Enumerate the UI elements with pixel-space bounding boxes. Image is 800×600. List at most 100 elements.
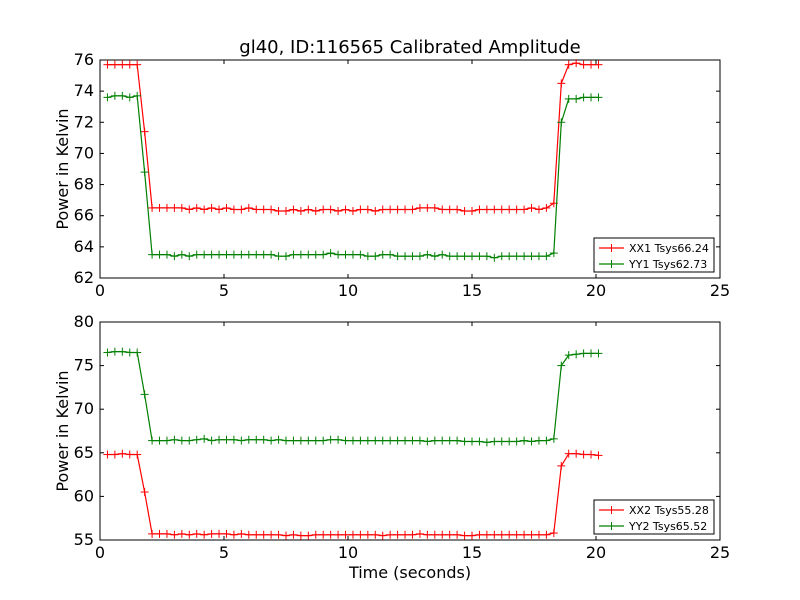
data-point bbox=[192, 435, 201, 444]
data-point bbox=[170, 203, 179, 212]
data-point bbox=[289, 250, 298, 259]
y-tick-label: 75 bbox=[74, 356, 94, 375]
data-point bbox=[542, 436, 551, 445]
data-point bbox=[423, 530, 432, 539]
data-point bbox=[542, 203, 551, 212]
data-point bbox=[207, 250, 216, 259]
data-point bbox=[103, 93, 112, 102]
data-point bbox=[170, 435, 179, 444]
data-point bbox=[587, 93, 596, 102]
data-point bbox=[252, 435, 261, 444]
data-point bbox=[274, 207, 283, 216]
data-point bbox=[594, 93, 603, 102]
data-point bbox=[341, 436, 350, 445]
data-point bbox=[348, 250, 357, 259]
data-point bbox=[557, 79, 566, 88]
x-tick-label: 0 bbox=[95, 281, 105, 300]
data-point bbox=[408, 252, 417, 261]
x-tick-label: 0 bbox=[95, 543, 105, 562]
data-point bbox=[564, 449, 573, 458]
data-point bbox=[274, 435, 283, 444]
data-point bbox=[319, 205, 328, 214]
data-point bbox=[140, 390, 149, 399]
data-point bbox=[579, 450, 588, 459]
data-point bbox=[460, 207, 469, 216]
data-point bbox=[125, 450, 134, 459]
data-point bbox=[430, 203, 439, 212]
data-point bbox=[572, 449, 581, 458]
data-point bbox=[311, 436, 320, 445]
data-point bbox=[282, 252, 290, 261]
data-point bbox=[415, 529, 424, 538]
data-point bbox=[334, 435, 343, 444]
data-point bbox=[512, 205, 521, 214]
legend-label: XX2 Tsys55.28 bbox=[629, 504, 709, 517]
data-point bbox=[259, 205, 268, 214]
data-point bbox=[244, 435, 253, 444]
x-tick-label: 25 bbox=[710, 543, 730, 562]
data-point bbox=[468, 531, 476, 540]
data-point bbox=[162, 436, 171, 445]
y-tick-label: 70 bbox=[74, 143, 94, 162]
data-point bbox=[378, 531, 387, 540]
data-point bbox=[430, 530, 439, 539]
data-point bbox=[356, 436, 365, 445]
data-point bbox=[311, 530, 320, 539]
data-point bbox=[341, 250, 350, 259]
data-point bbox=[572, 350, 581, 359]
data-point bbox=[110, 60, 119, 69]
data-point bbox=[207, 529, 216, 538]
data-point bbox=[393, 436, 402, 445]
data-point bbox=[110, 91, 119, 100]
data-point bbox=[564, 60, 573, 69]
data-point bbox=[282, 436, 290, 445]
data-point bbox=[542, 530, 551, 539]
y-tick-label: 65 bbox=[74, 443, 94, 462]
data-point bbox=[207, 203, 216, 212]
data-point bbox=[185, 252, 194, 261]
legend-label: YY1 Tsys62.73 bbox=[628, 258, 707, 271]
data-point bbox=[438, 250, 447, 259]
data-point bbox=[282, 207, 290, 216]
x-tick-label: 20 bbox=[586, 543, 606, 562]
data-point bbox=[244, 530, 253, 539]
x-tick-label: 10 bbox=[338, 281, 358, 300]
data-point bbox=[289, 530, 298, 539]
data-point bbox=[505, 530, 514, 539]
data-point bbox=[520, 205, 529, 214]
x-tick-label: 25 bbox=[710, 281, 730, 300]
data-point bbox=[497, 205, 506, 214]
data-point bbox=[482, 530, 491, 539]
y-tick-label: 66 bbox=[74, 206, 94, 225]
data-point bbox=[549, 434, 558, 443]
data-point bbox=[192, 203, 201, 212]
data-point bbox=[401, 530, 410, 539]
data-point bbox=[267, 436, 276, 445]
data-point bbox=[460, 531, 469, 540]
chart-title: gl40, ID:116565 Calibrated Amplitude bbox=[239, 37, 580, 58]
data-point bbox=[371, 252, 380, 261]
y-tick-label: 55 bbox=[74, 530, 94, 549]
data-point bbox=[482, 438, 491, 447]
data-point bbox=[118, 449, 127, 458]
data-point bbox=[177, 250, 186, 259]
data-point bbox=[438, 436, 447, 445]
data-point bbox=[557, 361, 566, 370]
data-point bbox=[200, 530, 209, 539]
data-point bbox=[140, 168, 149, 177]
data-point bbox=[408, 436, 417, 445]
data-point bbox=[319, 250, 328, 259]
data-point bbox=[215, 435, 224, 444]
data-point bbox=[460, 252, 469, 261]
data-point bbox=[222, 435, 231, 444]
data-point bbox=[177, 529, 186, 538]
data-point bbox=[579, 60, 588, 69]
data-point bbox=[177, 203, 186, 212]
data-point bbox=[170, 530, 179, 539]
data-point bbox=[497, 252, 506, 261]
data-point bbox=[505, 252, 514, 261]
data-point bbox=[162, 529, 171, 538]
data-point bbox=[192, 250, 201, 259]
data-point bbox=[200, 434, 209, 443]
data-point bbox=[118, 347, 127, 356]
